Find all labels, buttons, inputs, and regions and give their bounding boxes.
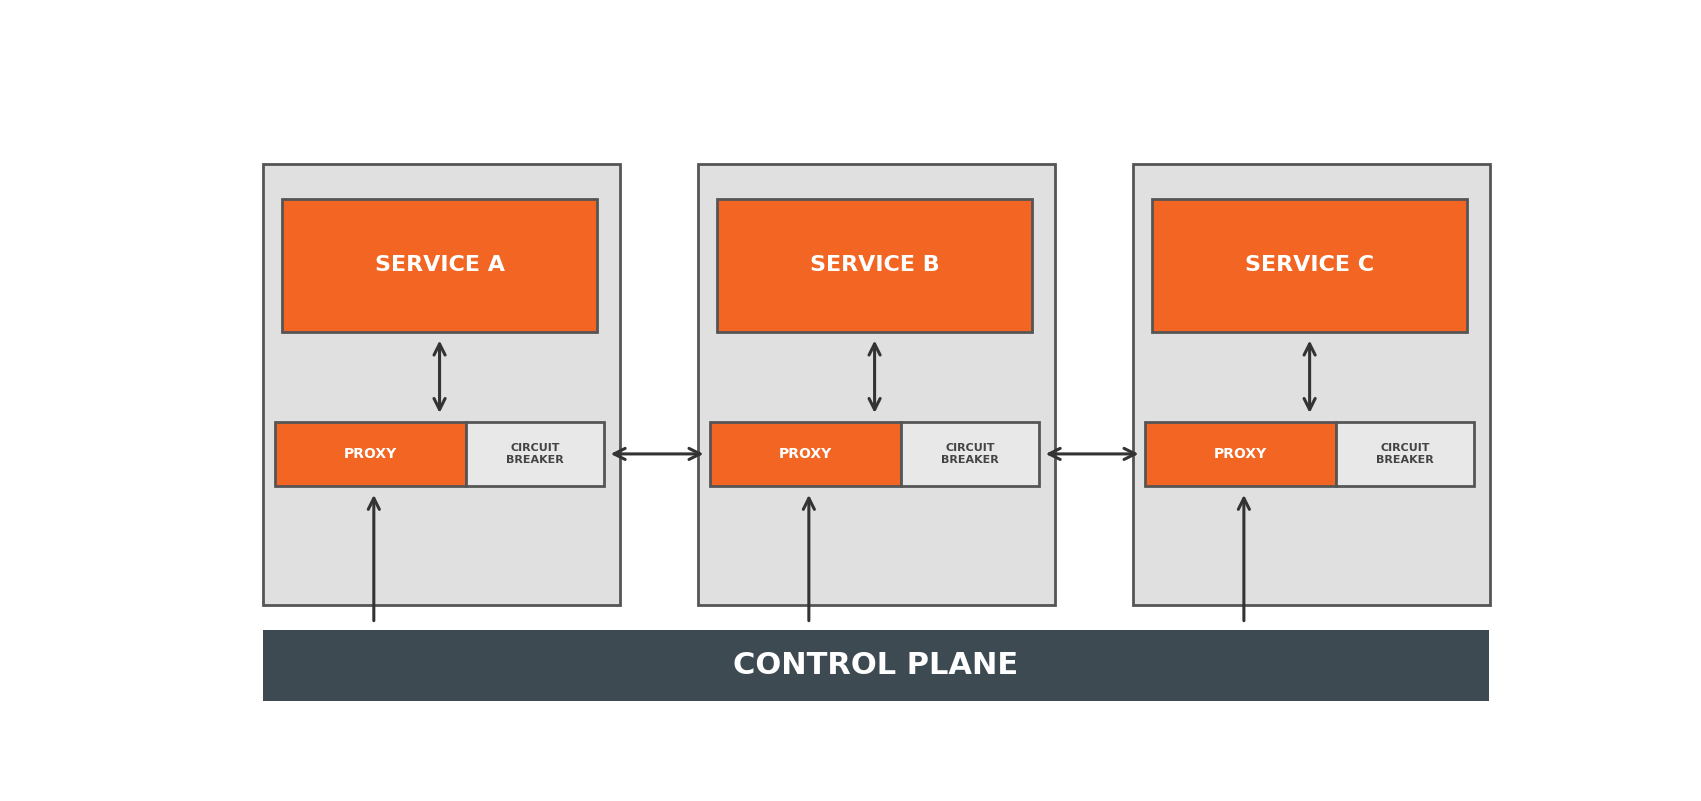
Bar [711,422,902,486]
Text: CONTROL PLANE: CONTROL PLANE [733,650,1019,679]
Bar [276,422,466,486]
Bar [1335,422,1475,486]
Bar [902,422,1039,486]
Text: PROXY: PROXY [344,447,396,461]
Text: CIRCUIT
BREAKER: CIRCUIT BREAKER [1376,443,1434,465]
Bar [262,164,619,605]
Text: SERVICE B: SERVICE B [810,256,939,276]
Text: CIRCUIT
BREAKER: CIRCUIT BREAKER [505,443,563,465]
Bar [1153,199,1466,332]
Bar [718,199,1033,332]
Text: PROXY: PROXY [779,447,832,461]
Text: SERVICE C: SERVICE C [1245,256,1374,276]
Text: PROXY: PROXY [1215,447,1267,461]
Bar [262,630,1488,701]
Text: CIRCUIT
BREAKER: CIRCUIT BREAKER [941,443,998,465]
Bar [466,422,604,486]
Bar [697,164,1055,605]
Bar [1133,164,1490,605]
Bar [1145,422,1335,486]
Text: SERVICE A: SERVICE A [374,256,505,276]
Bar [282,199,597,332]
